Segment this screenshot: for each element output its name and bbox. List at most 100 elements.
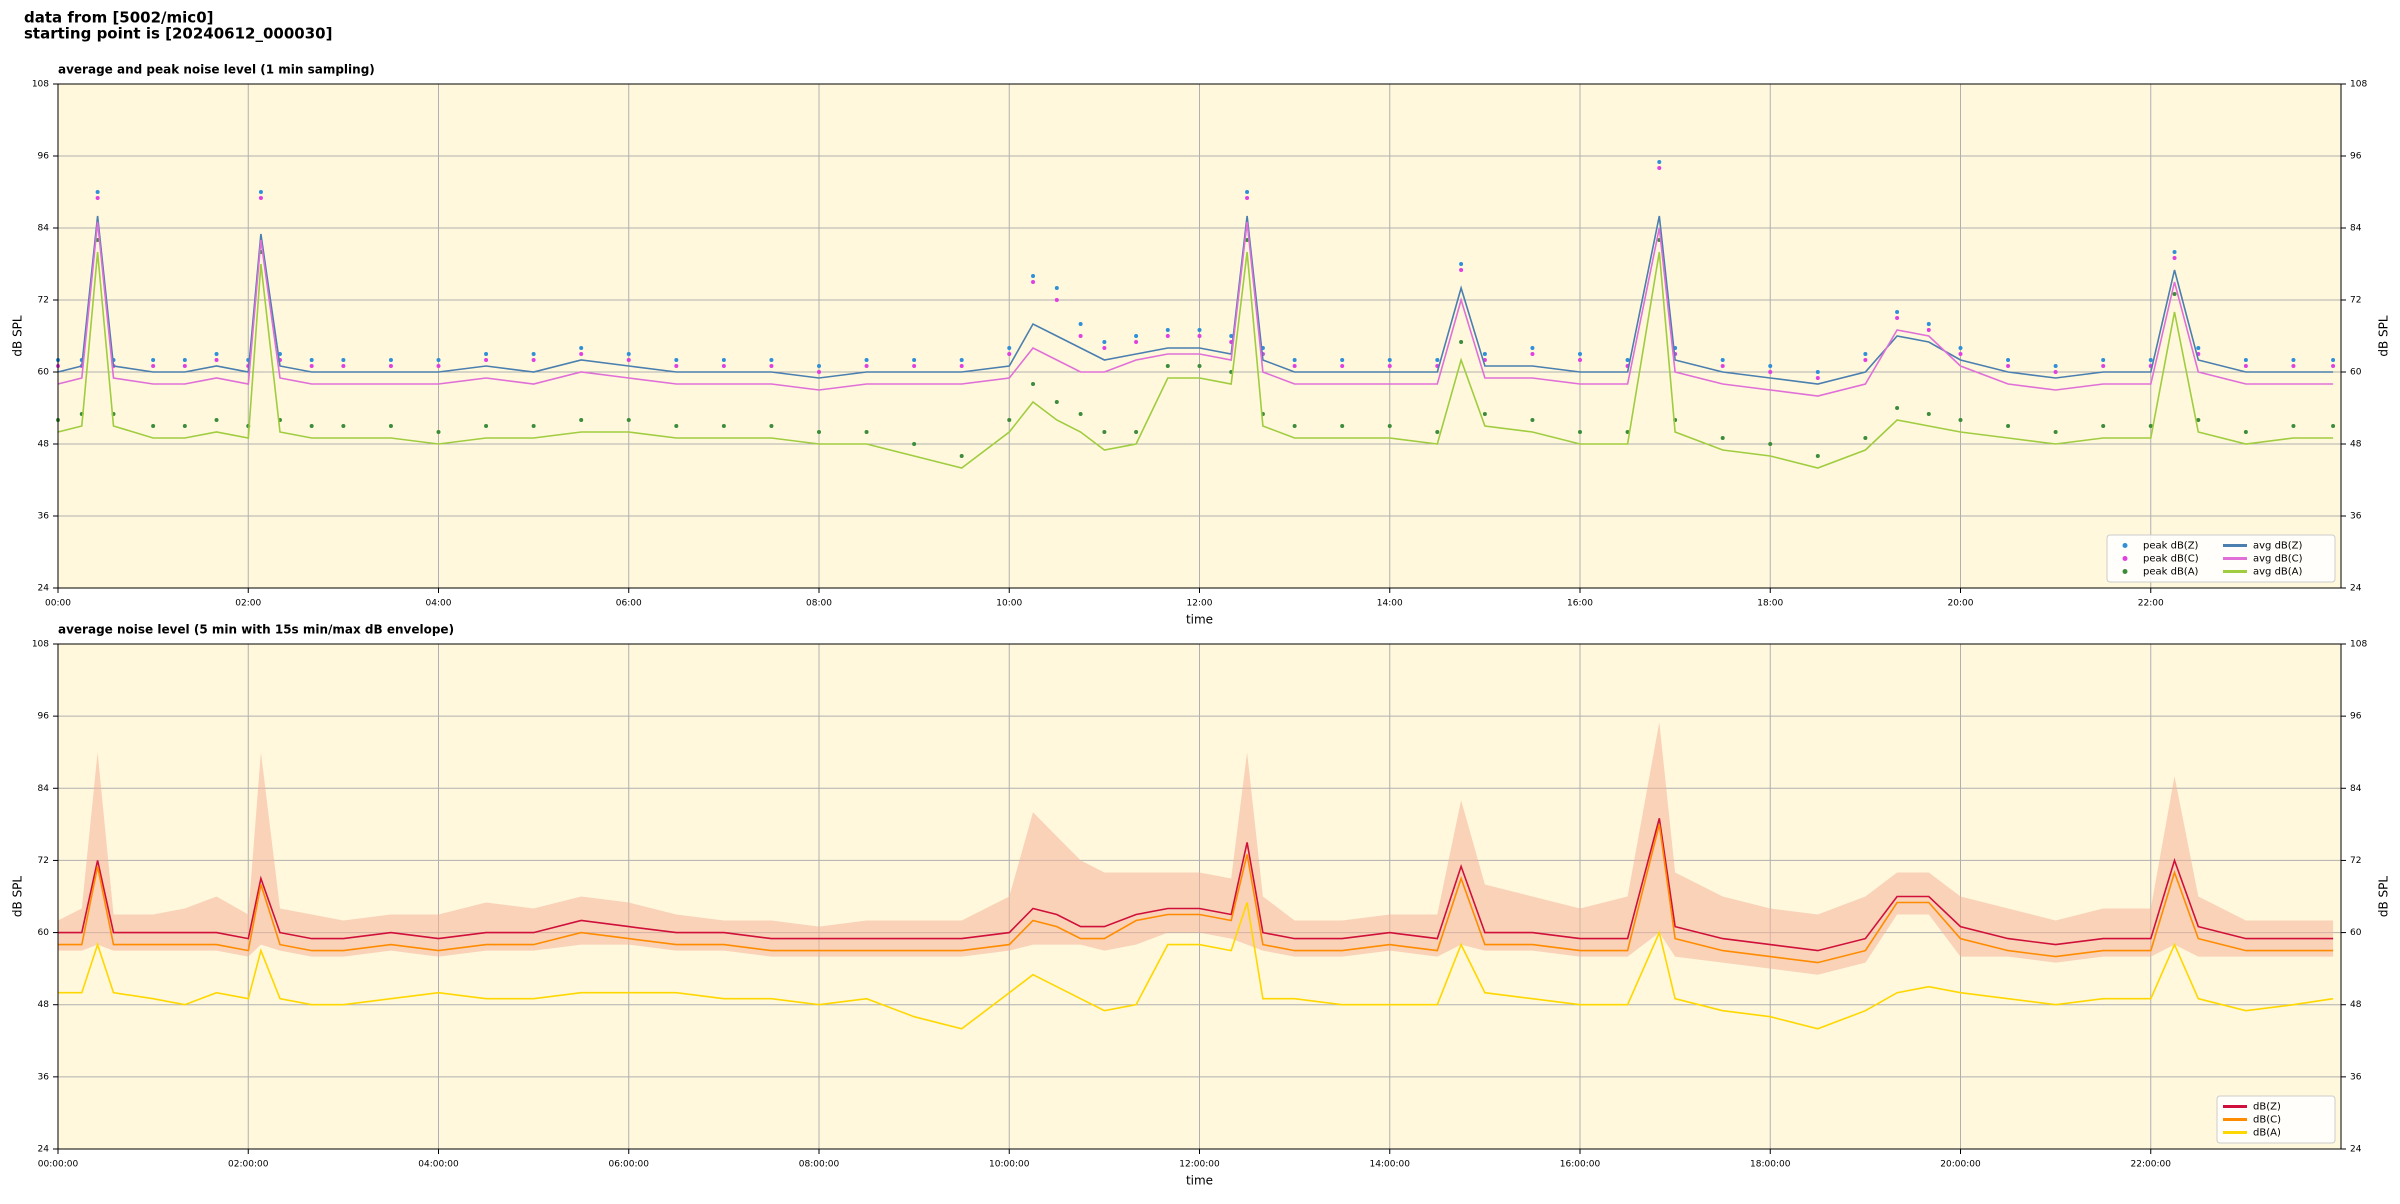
peak-dot	[2291, 364, 2296, 368]
legend-marker	[2122, 569, 2128, 574]
peak-dot	[1292, 424, 1297, 428]
chart-title: average and peak noise level (1 min samp…	[58, 63, 375, 77]
peak-dot	[959, 454, 964, 458]
peak-dot	[531, 352, 536, 356]
legend-label: dB(C)	[2253, 1115, 2281, 1126]
peak-dot	[258, 190, 263, 194]
y-axis-label: dB SPL	[2377, 876, 2391, 918]
peak-dot	[1197, 364, 1202, 368]
peak-dot	[1530, 418, 1535, 422]
header-line: starting point is [20240612_000030]	[24, 25, 332, 43]
series-line	[58, 902, 2334, 1030]
peak-dot	[1958, 418, 1963, 422]
y-tick-label: 48	[2350, 1000, 2362, 1010]
y-tick-label: 24	[2350, 1145, 2362, 1155]
peak-dot	[1340, 364, 1345, 368]
x-tick-label: 04:00	[426, 599, 452, 609]
peak-dot	[1165, 334, 1170, 338]
x-tick-label: 06:00:00	[609, 1160, 650, 1170]
peak-dot	[912, 442, 917, 446]
peak-dot	[1007, 346, 1012, 350]
peak-dot	[2101, 358, 2106, 362]
peak-dot	[2101, 364, 2106, 368]
y-tick-label: 72	[2350, 856, 2361, 866]
peak-dot	[1340, 358, 1345, 362]
peak-dot	[182, 424, 187, 428]
peak-dot	[1768, 364, 1773, 368]
peak-dot	[484, 358, 489, 362]
x-tick-label: 10:00:00	[989, 1160, 1030, 1170]
legend-label: avg dB(A)	[2253, 567, 2303, 578]
peak-dot	[721, 364, 726, 368]
y-axis-label: dB SPL	[2377, 315, 2391, 357]
peak-dot	[1863, 358, 1868, 362]
peak-dot	[1134, 430, 1139, 434]
peak-dot	[1054, 298, 1059, 302]
peak-dot	[309, 358, 314, 362]
y-tick-label: 24	[2350, 584, 2362, 594]
peak-dot	[1926, 328, 1931, 332]
peak-dot	[1895, 310, 1900, 314]
y-tick-label: 60	[2350, 368, 2362, 378]
peak-dot	[674, 424, 679, 428]
peak-dot	[817, 364, 821, 368]
y-tick-label: 108	[32, 640, 49, 650]
peak-dot	[436, 430, 441, 434]
x-tick-label: 14:00	[1377, 599, 1403, 609]
series-line	[57, 251, 2334, 469]
peak-dot	[2291, 358, 2296, 362]
y-tick-label: 24	[38, 1145, 50, 1155]
peak-dot	[1625, 358, 1630, 362]
x-tick-label: 18:00	[1757, 599, 1783, 609]
peak-dot	[2172, 292, 2177, 296]
peak-dot	[864, 364, 869, 368]
peak-dot	[182, 364, 187, 368]
peak-dot	[626, 352, 631, 356]
peak-dot	[1482, 412, 1487, 416]
series-line	[57, 221, 2334, 397]
peak-dot	[1292, 364, 1297, 368]
y-tick-label: 108	[2350, 80, 2367, 90]
x-tick-label: 02:00	[235, 599, 261, 609]
legend-label: peak dB(Z)	[2143, 541, 2199, 552]
y-tick-label: 84	[38, 224, 50, 234]
peak-dot	[151, 358, 156, 362]
peak-dot	[1815, 370, 1820, 374]
peak-dot	[1958, 352, 1963, 356]
peak-dot	[721, 358, 726, 362]
x-tick-label: 08:00:00	[799, 1160, 840, 1170]
peak-dot	[959, 364, 964, 368]
peak-dot	[1482, 352, 1487, 356]
peak-dot	[1657, 160, 1662, 164]
peak-dot	[258, 196, 263, 200]
peak-dot	[1578, 430, 1582, 434]
y-tick-label: 36	[2350, 1072, 2362, 1082]
peak-dot	[2196, 418, 2201, 422]
series-line	[57, 215, 2334, 385]
y-tick-label: 48	[2350, 440, 2362, 450]
plot-frame	[57, 643, 2342, 1150]
peak-dot	[2053, 430, 2058, 434]
peak-dot	[1815, 454, 1820, 458]
peak-dot	[2172, 256, 2177, 260]
peak-dot	[1435, 358, 1440, 362]
peak-dot	[1102, 346, 1107, 350]
x-tick-label: 08:00	[806, 599, 832, 609]
y-tick-label: 36	[38, 1072, 50, 1082]
peak-dot	[1165, 364, 1170, 368]
peak-dot	[1926, 322, 1931, 326]
peak-dot	[2243, 358, 2248, 362]
peak-dot	[1578, 358, 1582, 362]
peak-dot	[309, 364, 314, 368]
peak-dot	[817, 370, 821, 374]
peak-dot	[2006, 364, 2011, 368]
peak-dot	[484, 424, 489, 428]
x-axis-label: time	[1186, 613, 1213, 627]
peak-dot	[1078, 334, 1083, 338]
legend-marker	[2122, 543, 2128, 548]
peak-dot	[674, 364, 679, 368]
peak-dot	[1926, 412, 1931, 416]
peak-dot	[1134, 340, 1139, 344]
peak-dot	[531, 358, 536, 362]
peak-dot	[1229, 334, 1234, 338]
